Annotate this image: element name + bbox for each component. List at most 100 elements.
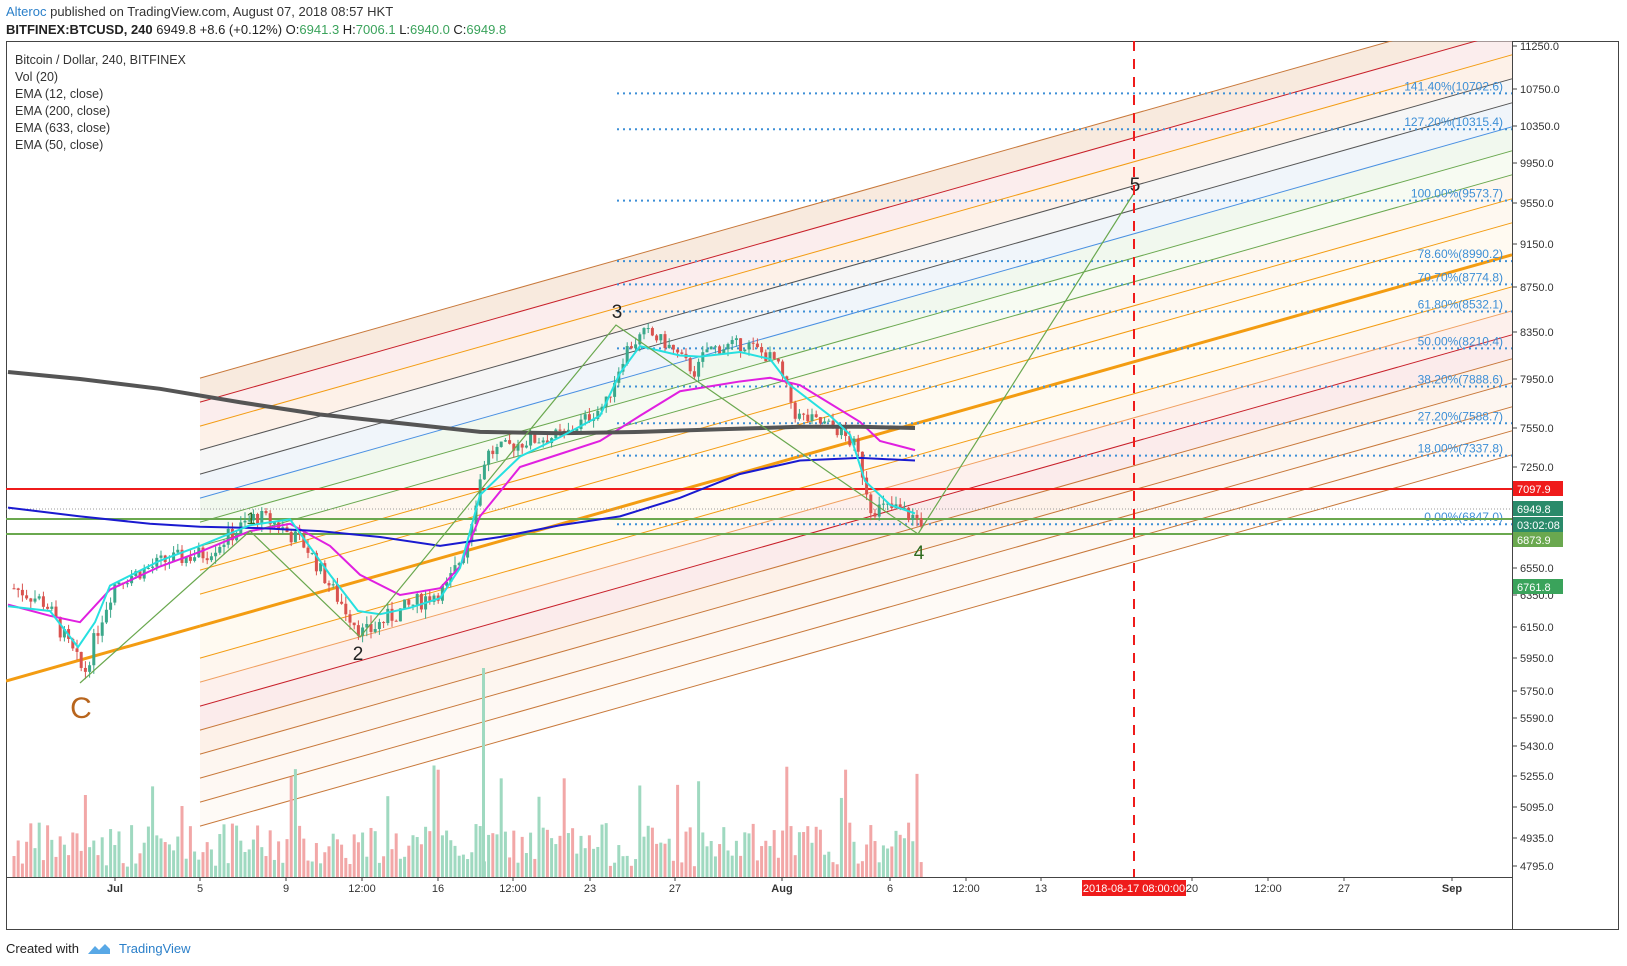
volume-bar [264,856,268,877]
volume-bar [50,839,54,877]
candle-body [726,344,730,350]
candle-body [340,601,344,604]
volume-bar [600,824,604,877]
legend-volume[interactable]: Vol (20) [15,70,59,84]
volume-bar [705,846,709,877]
candle-body [382,622,386,624]
author-link[interactable]: Alteroc [6,4,47,19]
volume-bar [886,848,890,877]
y-tick-label: 4935.0 [1520,833,1554,845]
volume-bar [100,837,104,877]
volume-bar [58,836,62,877]
candle-body [760,347,764,353]
volume-bar [789,826,793,877]
y-tick-label: 5255.0 [1520,771,1554,783]
volume-bar [411,835,415,877]
candle-body [50,606,54,609]
volume-bar [898,834,902,877]
volume-bar [180,806,184,877]
candle-body [613,382,617,397]
candle-body [79,651,83,668]
volume-bar [138,853,142,877]
volume-bar [667,838,671,877]
price-chart[interactable]: 141.40%(10702.6) 127.20%(10315.4) 100.00%(… [6,41,1619,930]
candle-body [331,584,335,586]
volume-bar [650,827,654,877]
volume-bar [243,851,247,877]
volume-bar [424,826,428,877]
volume-bar [222,824,226,877]
candle-body [125,583,129,585]
legend-symbol[interactable]: Bitcoin / Dollar, 240, BITFINEX [15,53,186,67]
volume-bar [440,835,444,877]
indicator-legend: Bitcoin / Dollar, 240, BITFINEX Vol (20)… [15,52,186,154]
candle-body [881,503,885,505]
volume-bar [159,838,163,877]
publish-text: published on TradingView.com, August 07,… [50,4,394,19]
legend-ema50[interactable]: EMA (50, close) [15,138,104,152]
volume-bar [566,833,570,877]
candle-body [575,428,579,432]
legend-ema200[interactable]: EMA (200, close) [15,104,111,118]
pitchfork-band [200,41,1512,427]
candle-body [856,438,860,452]
candle-body [844,427,848,436]
candle-body [58,616,62,638]
y-tick-label: 5750.0 [1520,686,1554,698]
volume-bar [25,841,29,877]
candle-body [352,622,356,626]
volume-bar [352,834,356,877]
volume-bar [327,846,331,877]
volume-bar [205,842,209,877]
candle-body [873,513,877,517]
pitchfork-band [200,254,1512,659]
tradingview-link[interactable]: TradingView [118,941,191,956]
volume-bar [361,832,365,877]
pitchfork-band [200,102,1512,499]
candle-body [146,567,150,569]
price-label: 6761.8 [1517,582,1551,594]
volume-bar [382,856,386,877]
y-tick-label: 10750.0 [1520,84,1560,96]
volume-bar [293,769,297,877]
candle-body [209,556,213,561]
candle-body [306,547,310,553]
publish-info: Alteroc published on TradingView.com, Au… [6,4,393,19]
candle-body [432,595,436,602]
candle-body [398,608,402,622]
candle-body [533,433,537,443]
volume-bar [625,855,629,877]
volume-bar [331,833,335,877]
candle-body [151,566,155,568]
volume-bar [386,796,390,877]
candle-body [713,346,717,348]
x-tick-label: Aug [771,883,792,895]
pitchfork-band [200,78,1512,475]
volume-bar [176,836,180,877]
volume-bar [751,823,755,877]
volume-bar [407,845,411,877]
volume-bar [692,866,696,877]
volume-bar [550,838,554,877]
volume-bar [289,776,293,877]
candle-body [104,609,108,623]
candle-body [356,625,360,636]
candle-body [428,596,432,602]
fib-level-label: 18.00%(7337.8) [1418,442,1503,456]
candle-body [789,383,793,403]
volume-bar [235,825,239,877]
volume-bar [398,858,402,877]
legend-ema633[interactable]: EMA (633, close) [15,121,111,135]
volume-bar [869,825,873,877]
volume-bar [873,841,877,877]
volume-bar [453,845,457,877]
volume-bar [109,829,113,877]
candle-body [676,349,680,353]
legend-ema12[interactable]: EMA (12, close) [15,87,104,101]
pitchfork-band [200,358,1512,755]
volume-bar [436,769,440,877]
candle-body [772,352,776,359]
candle-body [671,344,675,350]
volume-bar [302,838,306,877]
candle-body [566,429,570,432]
